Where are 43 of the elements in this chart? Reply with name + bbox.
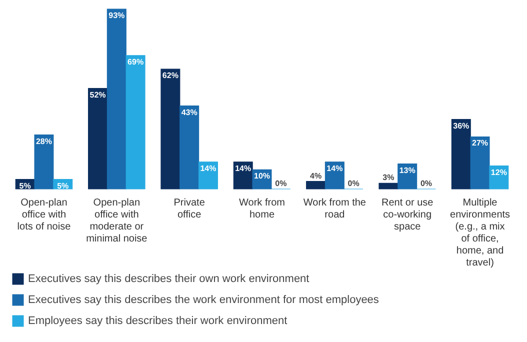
data-label: 93% bbox=[108, 11, 125, 20]
bar bbox=[126, 55, 146, 190]
bar bbox=[88, 88, 108, 190]
legend-label: Executives say this describes their own work environment bbox=[28, 273, 310, 285]
data-label: 62% bbox=[162, 71, 178, 80]
data-label: 0% bbox=[420, 179, 432, 188]
x-tick-label: Rent or use co-working space bbox=[381, 198, 434, 232]
legend-label: Employees say this describes their work environment bbox=[28, 315, 288, 327]
x-tick-label: Private office bbox=[174, 198, 206, 220]
bar bbox=[470, 136, 490, 190]
bar bbox=[34, 134, 54, 190]
x-tick-label: Open-plan office with moderate or minimal noise bbox=[86, 198, 148, 244]
legend-label: Executives say this describes the work environment for most employees bbox=[28, 294, 380, 306]
x-tick-label: Work from the road bbox=[303, 198, 366, 220]
data-label: 27% bbox=[472, 138, 488, 148]
bar bbox=[306, 180, 326, 190]
data-label: 4% bbox=[310, 171, 322, 180]
x-tick-label: Work from home bbox=[239, 198, 285, 220]
data-label: 10% bbox=[254, 172, 270, 181]
data-label: 14% bbox=[200, 164, 216, 173]
x-tick-label: Multiple environments (e.g., a mix of office, home, and travel) bbox=[450, 198, 510, 268]
data-label: 36% bbox=[453, 121, 470, 130]
data-label: 0% bbox=[348, 179, 360, 188]
x-tick-label: Open-plan office with lots of noise bbox=[17, 198, 72, 232]
bar bbox=[106, 8, 126, 190]
bar bbox=[180, 105, 200, 190]
data-label: 69% bbox=[128, 57, 144, 66]
data-label: 5% bbox=[19, 181, 31, 190]
data-label: 3% bbox=[382, 173, 394, 182]
bar bbox=[378, 182, 398, 190]
bar bbox=[324, 162, 344, 190]
data-label: 14% bbox=[326, 164, 343, 173]
data-label: 0% bbox=[275, 179, 287, 188]
data-label: 43% bbox=[181, 108, 198, 117]
bar bbox=[198, 162, 218, 190]
data-label: 14% bbox=[235, 164, 252, 173]
data-label: 5% bbox=[57, 181, 69, 190]
data-label: 52% bbox=[90, 90, 106, 100]
data-label: 28% bbox=[36, 136, 52, 146]
bar bbox=[160, 68, 180, 190]
data-label: 12% bbox=[490, 168, 507, 177]
bar bbox=[451, 119, 471, 190]
data-label: 13% bbox=[399, 166, 416, 175]
